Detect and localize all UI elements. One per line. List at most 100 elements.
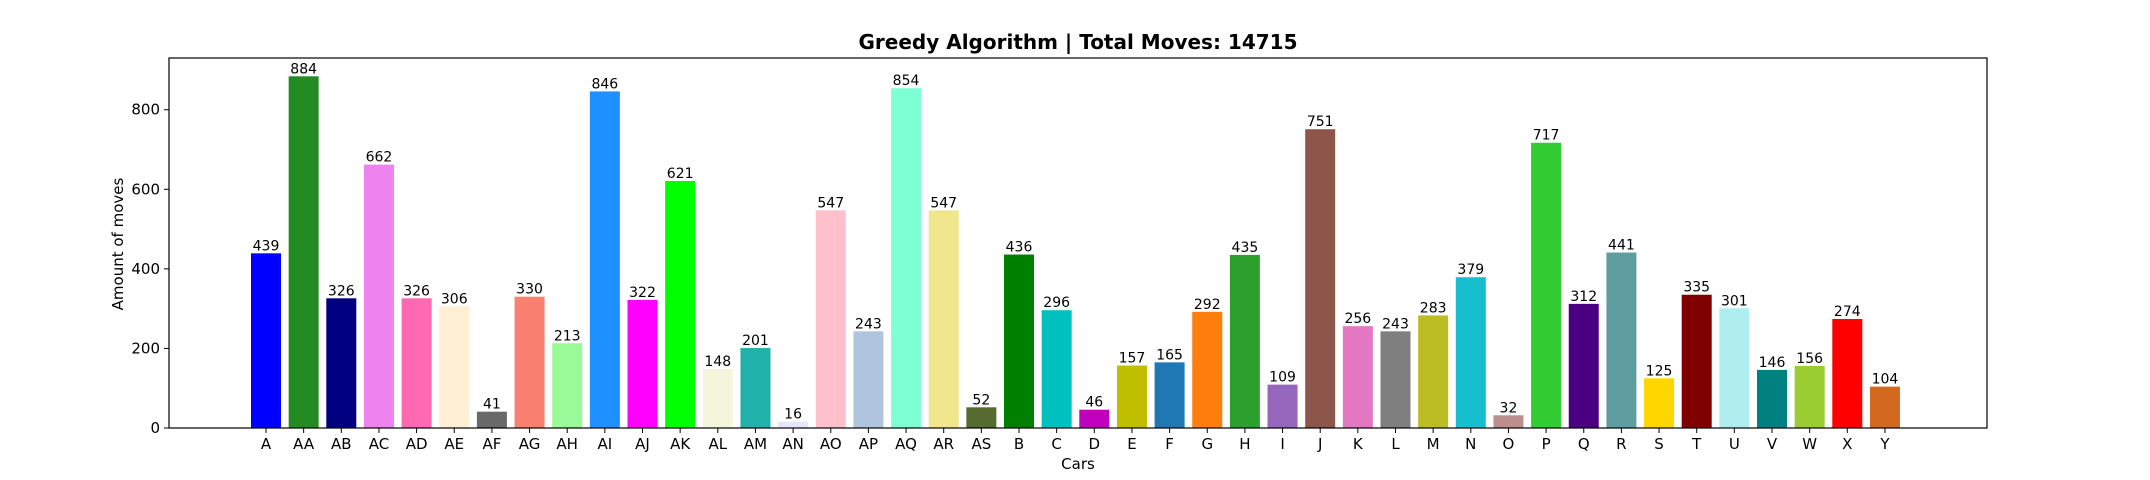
data-label-i: 109 <box>1269 370 1296 386</box>
x-tick-label-n: N <box>1465 435 1476 453</box>
data-label-ap: 243 <box>855 316 882 332</box>
x-tick-label-y: Y <box>1879 435 1890 453</box>
data-label-n: 379 <box>1457 262 1484 278</box>
data-label-ao: 547 <box>817 195 844 211</box>
bar-h <box>1229 254 1260 428</box>
x-tick-label-p: P <box>1542 435 1551 453</box>
data-label-ar: 547 <box>930 195 957 211</box>
data-label-af: 41 <box>483 397 501 413</box>
data-label-am: 201 <box>742 333 769 349</box>
x-tick-label-ao: AO <box>820 435 842 453</box>
data-label-x: 274 <box>1834 304 1861 320</box>
bar-ak <box>665 180 696 428</box>
bar-i <box>1267 384 1298 428</box>
x-tick-label-ag: AG <box>519 435 541 453</box>
data-label-ab: 326 <box>328 283 355 299</box>
x-tick-label-b: B <box>1014 435 1024 453</box>
data-label-o: 32 <box>1500 400 1518 416</box>
data-label-p: 717 <box>1533 128 1560 144</box>
data-label-g: 292 <box>1194 297 1221 313</box>
x-tick-label-d: D <box>1089 435 1101 453</box>
bar-t <box>1681 294 1712 428</box>
data-label-ai: 846 <box>591 76 618 92</box>
data-label-aj: 322 <box>629 285 656 301</box>
bar-m <box>1418 315 1449 428</box>
plot-area-frame <box>168 57 1988 429</box>
x-tick-label-an: AN <box>782 435 803 453</box>
bar-p <box>1531 142 1562 429</box>
x-tick-label-q: Q <box>1578 435 1590 453</box>
bar-aa <box>288 76 319 429</box>
bar-a <box>251 253 281 428</box>
x-tick-label-s: S <box>1654 435 1664 453</box>
x-tick-label-o: O <box>1503 435 1515 453</box>
x-tick-label-k: K <box>1353 435 1364 453</box>
ticks-layer: A AA AB AC AD AE AF AG AH AI AJ AK AL AM AN AO AP AQ AR AS B… <box>131 101 1890 453</box>
bar-as <box>966 407 997 428</box>
bar-b <box>1004 254 1034 428</box>
data-label-ae: 306 <box>441 291 468 307</box>
bar-n <box>1455 277 1486 428</box>
data-label-al: 148 <box>704 354 731 370</box>
data-label-a: 439 <box>253 238 280 254</box>
data-label-ag: 330 <box>516 282 543 298</box>
bar-q <box>1568 303 1599 428</box>
bar-x <box>1832 318 1863 428</box>
bar-ah <box>552 343 583 428</box>
data-label-aa: 884 <box>290 61 317 77</box>
data-label-w: 156 <box>1796 351 1823 367</box>
x-tick-label-aq: AQ <box>895 435 917 453</box>
x-tick-label-f: F <box>1165 435 1174 453</box>
bar-l <box>1380 331 1411 428</box>
x-tick-label-h: H <box>1239 435 1250 453</box>
bar-u <box>1719 308 1750 428</box>
data-label-l: 243 <box>1382 316 1409 332</box>
bar-ao <box>815 210 846 428</box>
x-tick-label-ap: AP <box>859 435 878 453</box>
bars-layer: 439 884 326 662 326 306 41 330 213 846 322 621 148 20… <box>251 61 1900 429</box>
bar-ap <box>853 331 884 428</box>
data-label-d: 46 <box>1085 395 1103 411</box>
data-label-b: 436 <box>1006 240 1033 256</box>
x-tick-label-u: U <box>1729 435 1740 453</box>
bar-f <box>1154 362 1185 428</box>
x-tick-label-aa: AA <box>293 435 315 453</box>
x-axis-label: Cars <box>1061 455 1095 473</box>
data-label-u: 301 <box>1721 293 1748 309</box>
x-tick-label-i: I <box>1280 435 1284 453</box>
x-tick-label-as: AS <box>971 435 991 453</box>
y-tick-label-400: 400 <box>131 260 160 278</box>
bar-ad <box>401 298 432 428</box>
x-tick-label-ar: AR <box>933 435 954 453</box>
data-label-q: 312 <box>1570 289 1597 305</box>
y-tick-label-200: 200 <box>131 339 160 357</box>
data-label-as: 52 <box>972 392 990 408</box>
data-label-t: 335 <box>1683 280 1710 296</box>
x-tick-label-af: AF <box>482 435 501 453</box>
x-tick-label-ah: AH <box>556 435 578 453</box>
data-label-f: 165 <box>1156 347 1183 363</box>
data-label-ah: 213 <box>554 328 581 344</box>
data-label-r: 441 <box>1608 238 1635 254</box>
bar-c <box>1041 310 1072 428</box>
x-tick-label-ad: AD <box>406 435 428 453</box>
y-tick-label-0: 0 <box>150 419 160 437</box>
data-label-an: 16 <box>784 407 802 423</box>
bar-ae <box>439 306 470 428</box>
data-label-ak: 621 <box>667 166 694 182</box>
x-tick-label-e: E <box>1127 435 1136 453</box>
y-axis-label: Amount of moves <box>109 177 127 310</box>
data-label-y: 104 <box>1872 372 1899 388</box>
bar-ag <box>514 296 545 428</box>
bar-v <box>1757 369 1787 428</box>
bar-aq <box>891 88 922 429</box>
bar-al <box>702 369 733 428</box>
data-label-m: 283 <box>1420 300 1447 316</box>
y-tick-label-800: 800 <box>131 101 160 119</box>
x-tick-label-ac: AC <box>369 435 389 453</box>
bar-k <box>1342 326 1373 428</box>
data-label-k: 256 <box>1344 311 1371 327</box>
bar-af <box>476 411 507 428</box>
